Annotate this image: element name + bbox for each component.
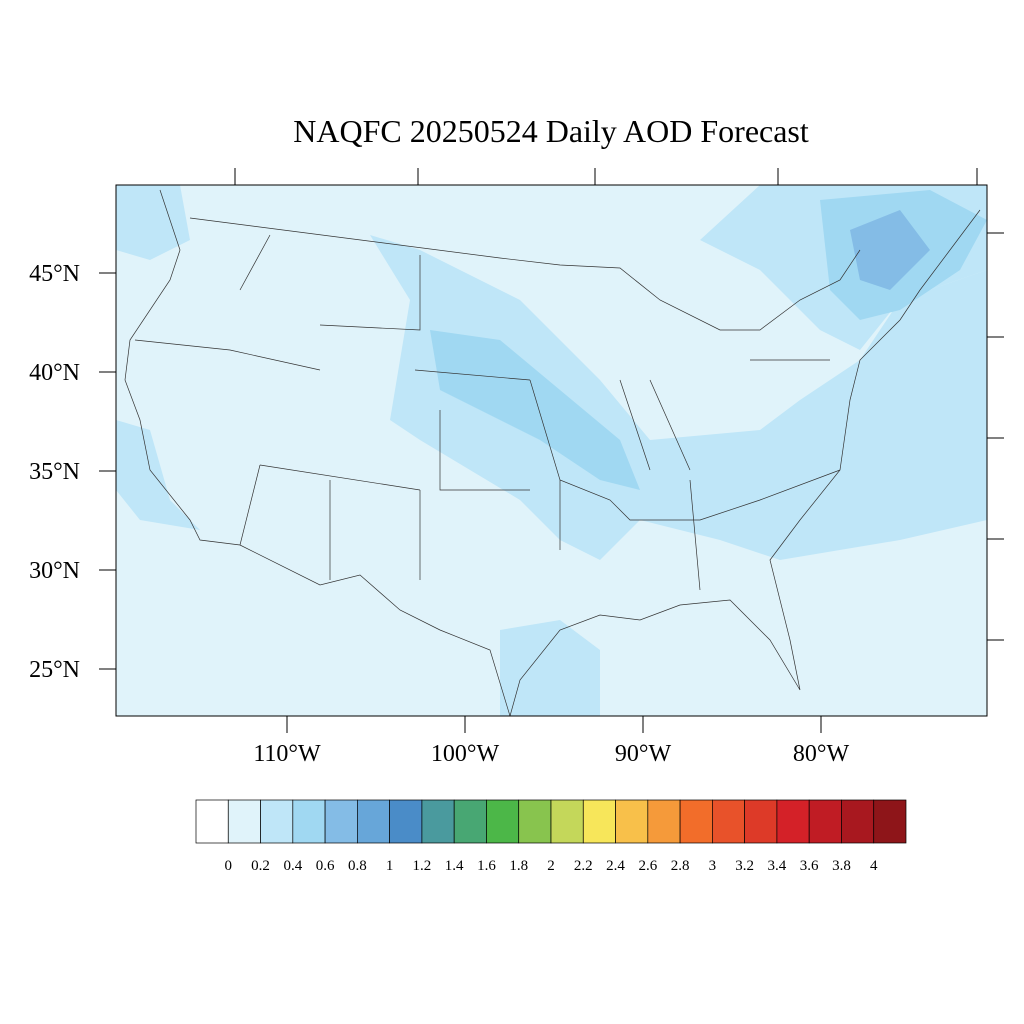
colorbar-box <box>486 799 520 844</box>
colorbar-label: 1.6 <box>477 858 496 874</box>
colorbar-box <box>873 799 907 844</box>
colorbar-box <box>647 799 681 844</box>
lon-label: 90°W <box>615 741 672 767</box>
lat-label: 40°N <box>29 360 80 386</box>
colorbar-label: 3.6 <box>800 858 819 874</box>
colorbar-label: 0.6 <box>316 858 335 874</box>
colorbar-label: 1.4 <box>445 858 464 874</box>
colorbar-box <box>227 799 261 844</box>
colorbar-box <box>518 799 552 844</box>
state-lines <box>134 234 841 591</box>
map-title: NAQFC 20250524 Daily AOD Forecast <box>293 113 809 149</box>
colorbar-label: 0 <box>225 858 233 874</box>
colorbar-box <box>550 799 584 844</box>
colorbar-box <box>841 799 875 844</box>
colorbar-box <box>453 799 487 844</box>
aod-region <box>116 185 190 260</box>
colorbar-box <box>582 799 616 844</box>
lat-label: 30°N <box>29 558 80 584</box>
colorbar-box <box>292 799 326 844</box>
lon-label: 80°W <box>793 741 850 767</box>
colorbar-label: 1.8 <box>509 858 528 874</box>
colorbar-box <box>421 799 455 844</box>
colorbar-label: 0.2 <box>251 858 270 874</box>
colorbar-label: 2 <box>547 858 555 874</box>
colorbar-box <box>776 799 810 844</box>
aod-region <box>500 620 600 716</box>
colorbar-label: 2.6 <box>638 858 657 874</box>
colorbar-label: 3.2 <box>735 858 754 874</box>
lon-label: 110°W <box>253 741 321 767</box>
colorbar-label: 3 <box>709 858 717 874</box>
colorbar-box <box>389 799 423 844</box>
colorbar-label: 2.8 <box>671 858 690 874</box>
lat-label: 25°N <box>29 657 80 683</box>
colorbar-label: 3.8 <box>832 858 851 874</box>
decorative-ticks <box>234 168 1004 641</box>
colorbar-box <box>712 799 745 844</box>
aod-region <box>430 330 640 490</box>
colorbar-label: 4 <box>870 858 878 874</box>
colorbar-box <box>615 799 649 844</box>
colorbar-label: 0.8 <box>348 858 367 874</box>
lat-label: 35°N <box>29 459 80 485</box>
colorbar-box <box>195 799 229 844</box>
colorbar-box <box>357 799 390 844</box>
colorbar-box <box>744 799 778 844</box>
colorbar-label: 1 <box>386 858 394 874</box>
country-outline <box>124 189 981 717</box>
colorbar-label: 2.4 <box>606 858 625 874</box>
colorbar-label: 1.2 <box>413 858 432 874</box>
colorbar-box <box>808 799 842 844</box>
map-frame <box>115 184 988 717</box>
lat-label: 45°N <box>29 261 80 287</box>
aod-region <box>850 210 930 290</box>
colorbar-label: 0.4 <box>283 858 302 874</box>
aod-region <box>116 420 200 530</box>
colorbar-box <box>324 799 358 844</box>
colorbar-box <box>260 799 294 844</box>
lon-label: 100°W <box>431 741 500 767</box>
colorbar-label: 3.4 <box>768 858 787 874</box>
map-field <box>116 185 987 717</box>
colorbar-box <box>679 799 713 844</box>
colorbar-label: 2.2 <box>574 858 593 874</box>
